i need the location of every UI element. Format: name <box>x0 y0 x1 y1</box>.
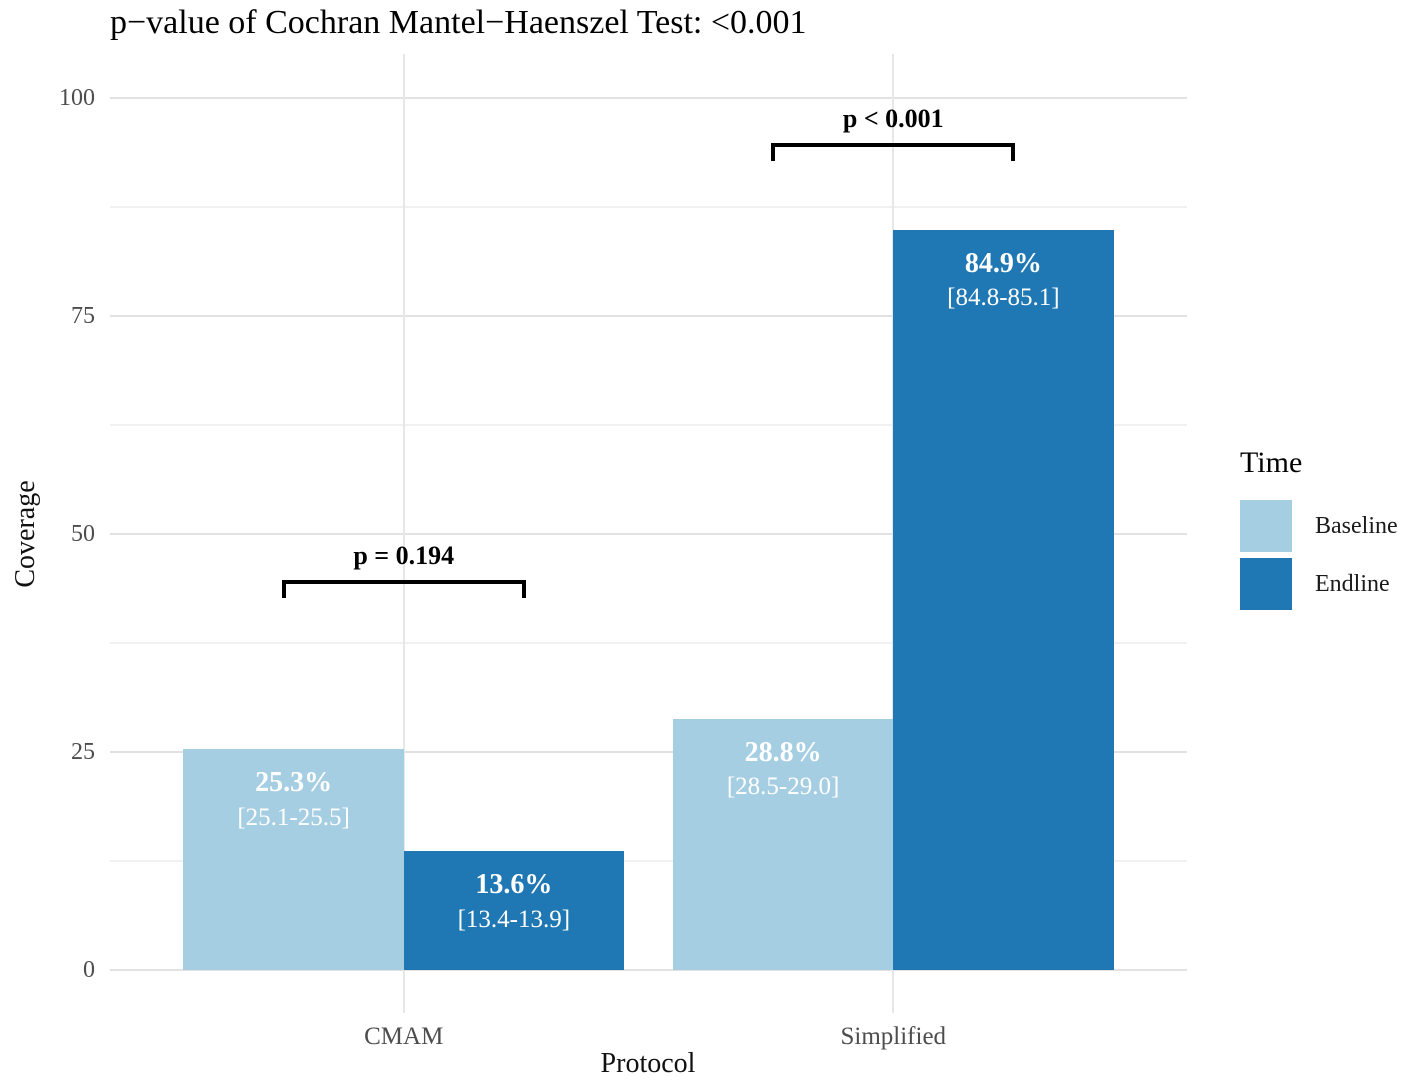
significance-label: p < 0.001 <box>842 104 944 134</box>
gridline-minor <box>110 642 1187 644</box>
bar-value-label: 28.8% <box>744 736 822 768</box>
significance-bracket <box>281 580 526 599</box>
gridline-major <box>110 969 1187 971</box>
plot-panel: 25.3% [25.1-25.5] 28.8% [28.5-29.0] 13.6% [13… <box>110 54 1187 1013</box>
significance-label: p = 0.194 <box>353 541 455 571</box>
y-tick-label: 100 <box>59 85 95 111</box>
legend-label-endline: Endline <box>1315 571 1390 597</box>
bar-ci-label: [84.8-85.1] <box>947 284 1060 312</box>
bar-simplified-endline: 84.9% [84.8-85.1] <box>893 229 1114 970</box>
legend-entry-endline: Endline <box>1240 558 1398 610</box>
bar-labels: 13.6% [13.4-13.9] <box>404 867 624 935</box>
bar-labels: 84.9% [84.8-85.1] <box>893 246 1113 314</box>
legend: Time Baseline Endline <box>1240 448 1398 616</box>
chart-title: p−value of Cochran Mantel−Haenszel Test:… <box>110 4 807 41</box>
legend-title: Time <box>1240 446 1303 479</box>
bar-ci-label: [28.5-29.0] <box>726 773 840 801</box>
gridline-major <box>110 315 1187 317</box>
bar-cmam-endline: 13.6% [13.4-13.9] <box>403 851 624 970</box>
significance-bracket <box>771 143 1016 162</box>
bar-ci-label: [25.1-25.5] <box>237 803 350 831</box>
x-tick-label: Simplified <box>840 1023 947 1050</box>
legend-label-baseline: Baseline <box>1315 513 1398 539</box>
legend-entry-baseline: Baseline <box>1240 500 1398 552</box>
y-tick-label: 50 <box>71 521 95 547</box>
bar-value-label: 25.3% <box>255 767 333 799</box>
bar-simplified-baseline: 28.8% [28.5-29.0] <box>672 718 894 970</box>
gridline-vertical <box>402 54 405 1013</box>
gridline-major <box>110 97 1187 99</box>
gridline-major <box>110 751 1187 753</box>
bar-value-label: 13.6% <box>475 869 553 901</box>
bar-ci-label: [13.4-13.9] <box>457 905 571 933</box>
y-tick-label: 0 <box>83 957 95 983</box>
bar-value-label: 84.9% <box>964 247 1042 279</box>
baseline-swatch-icon <box>1240 500 1292 552</box>
gridline-minor <box>110 860 1187 862</box>
x-tick-label: CMAM <box>364 1023 444 1050</box>
y-tick-label: 75 <box>71 303 95 329</box>
endline-swatch-icon <box>1240 558 1292 610</box>
gridline-major <box>110 533 1187 535</box>
y-tick-label: 25 <box>71 739 95 765</box>
bar-labels: 25.3% [25.1-25.5] <box>183 765 403 833</box>
gridline-minor <box>110 206 1187 208</box>
x-axis-title: Protocol <box>600 1048 696 1079</box>
gridline-minor <box>110 424 1187 426</box>
bar-labels: 28.8% [28.5-29.0] <box>673 735 893 803</box>
bar-cmam-baseline: 25.3% [25.1-25.5] <box>183 749 404 970</box>
